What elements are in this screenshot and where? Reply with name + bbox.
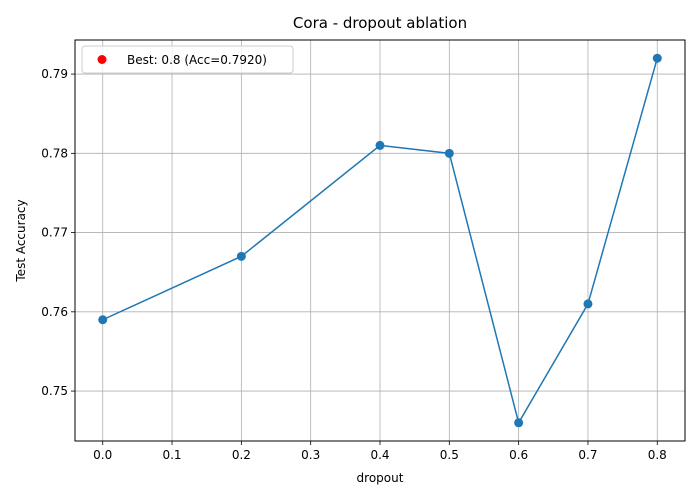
grid — [75, 40, 685, 441]
x-axis-ticks: 0.0 0.1 0.2 0.3 0.4 0.5 0.6 0.7 0.8 — [93, 441, 667, 462]
data-point — [98, 315, 108, 325]
x-tick-label: 0.5 — [440, 448, 459, 462]
data-point — [583, 299, 593, 309]
data-point — [375, 140, 385, 150]
x-axis-title: dropout — [357, 471, 404, 485]
x-tick-label: 0.3 — [301, 448, 320, 462]
x-tick-label: 0.1 — [162, 448, 181, 462]
chart-title: Cora - dropout ablation — [293, 14, 467, 32]
legend: Best: 0.8 (Acc=0.7920) — [81, 45, 294, 74]
legend-box — [81, 45, 294, 74]
x-tick-label: 0.7 — [578, 448, 597, 462]
y-axis-title: Test Accuracy — [14, 199, 28, 282]
x-tick-label: 0.4 — [370, 448, 389, 462]
data-point — [444, 148, 454, 158]
y-tick-label: 0.78 — [41, 146, 68, 160]
y-tick-label: 0.76 — [41, 305, 68, 319]
x-tick-label: 0.0 — [93, 448, 112, 462]
data-point — [514, 418, 524, 428]
legend-marker-best — [97, 55, 107, 64]
y-tick-label: 0.79 — [41, 67, 68, 81]
y-tick-label: 0.75 — [41, 384, 68, 398]
x-tick-label: 0.6 — [509, 448, 528, 462]
series — [98, 53, 662, 428]
y-axis-ticks: 0.75 0.76 0.77 0.78 0.79 — [41, 67, 75, 398]
legend-label-best: Best: 0.8 (Acc=0.7920) — [127, 53, 267, 67]
x-tick-label: 0.8 — [648, 448, 667, 462]
data-point — [236, 251, 246, 261]
y-tick-label: 0.77 — [41, 226, 68, 240]
x-tick-label: 0.2 — [232, 448, 251, 462]
data-point — [652, 53, 662, 63]
